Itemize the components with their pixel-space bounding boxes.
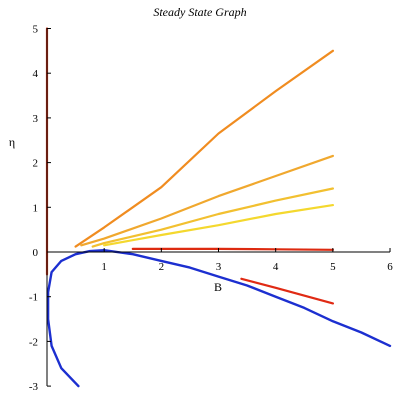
- series-line-3: [91, 187, 334, 248]
- x-axis-label: B: [214, 280, 222, 294]
- chart-title: Steady State Graph: [153, 5, 246, 19]
- series-8: [103, 249, 392, 348]
- series-2: [80, 154, 334, 247]
- series-3: [91, 187, 334, 248]
- y-axis-label: η: [9, 135, 15, 149]
- series-line-1: [74, 49, 334, 248]
- y-tick-label: 4: [33, 68, 39, 80]
- x-tick-label: 4: [273, 261, 279, 273]
- series-line-7: [46, 249, 106, 388]
- y-tick-label: 0: [33, 247, 39, 259]
- series-1: [74, 49, 334, 248]
- series-6: [240, 277, 334, 305]
- series-4: [103, 204, 334, 247]
- x-tick-label: 2: [159, 261, 165, 273]
- x-tick-label: 1: [101, 261, 107, 273]
- series-7: [46, 249, 106, 388]
- series-line-5: [131, 247, 334, 251]
- y-tick-label: -3: [29, 381, 39, 393]
- series-layer: [45, 27, 392, 388]
- x-tick-label: 6: [387, 261, 393, 273]
- y-tick-label: -2: [29, 336, 38, 348]
- y-tick-label: 2: [33, 158, 39, 170]
- tick-layer: 1 2 3 4 5 6 -3 -2 -1 0 1 2 3 4 5: [29, 24, 393, 394]
- y-tick-label: -1: [29, 292, 38, 304]
- series-line-8: [103, 249, 392, 348]
- x-tick-label: 5: [330, 261, 336, 273]
- series-line-4: [103, 204, 334, 247]
- y-tick-label: 3: [33, 113, 39, 125]
- y-tick-label: 1: [33, 202, 39, 214]
- x-tick-label: 3: [216, 261, 222, 273]
- series-line-6: [240, 277, 334, 305]
- y-tick-label: 5: [33, 24, 39, 36]
- series-line-2: [80, 154, 334, 247]
- series-5: [131, 247, 334, 251]
